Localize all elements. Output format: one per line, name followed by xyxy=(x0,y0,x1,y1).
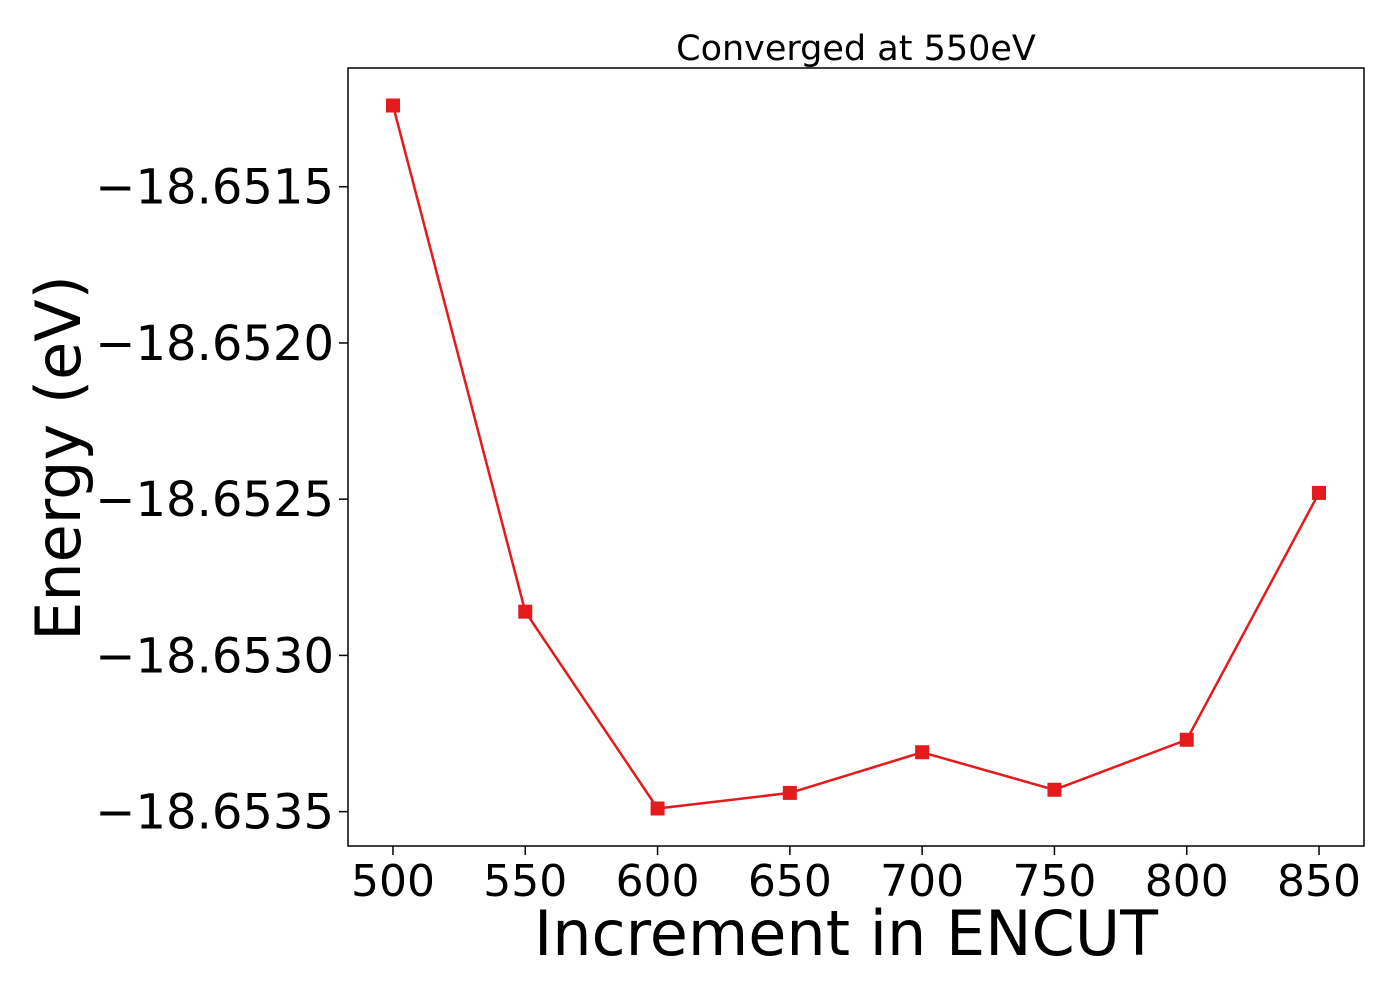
data-point-marker xyxy=(782,785,797,800)
x-tick-label: 750 xyxy=(1012,856,1096,907)
y-tick-label: −18.6530 xyxy=(95,628,334,684)
data-point-marker xyxy=(385,98,400,113)
y-axis: −18.6515 −18.6520 −18.6525 −18.6530 −18.6535 xyxy=(95,160,348,841)
chart-title: Converged at 550eV xyxy=(676,29,1036,69)
x-tick-label: 800 xyxy=(1145,856,1229,907)
x-tick-label: 600 xyxy=(616,856,700,907)
series-line xyxy=(391,105,1321,810)
data-point-marker xyxy=(915,745,930,760)
x-tick-label: 850 xyxy=(1277,856,1361,907)
y-tick-label: −18.6525 xyxy=(95,472,334,528)
x-tick-label: 650 xyxy=(748,856,832,907)
x-tick-label: 550 xyxy=(483,856,567,907)
data-point-marker xyxy=(518,604,533,619)
y-tick-label: −18.6515 xyxy=(95,160,334,216)
x-axis-title: Increment in ENCUT xyxy=(534,897,1159,970)
y-tick-label: −18.6535 xyxy=(95,785,334,841)
x-axis: 500 550 600 650 700 750 800 850 xyxy=(351,846,1361,907)
data-point-marker xyxy=(1312,485,1327,500)
data-point-marker xyxy=(1179,732,1194,747)
data-point-marker xyxy=(1047,782,1062,797)
plot-area-frame xyxy=(347,67,1365,847)
y-tick-label: −18.6520 xyxy=(95,316,334,372)
y-axis-title: Energy (eV) xyxy=(22,275,95,641)
x-tick-label: 500 xyxy=(351,856,435,907)
series-layer xyxy=(385,98,1327,816)
x-tick-label: 700 xyxy=(880,856,964,907)
data-point-marker xyxy=(650,801,665,816)
